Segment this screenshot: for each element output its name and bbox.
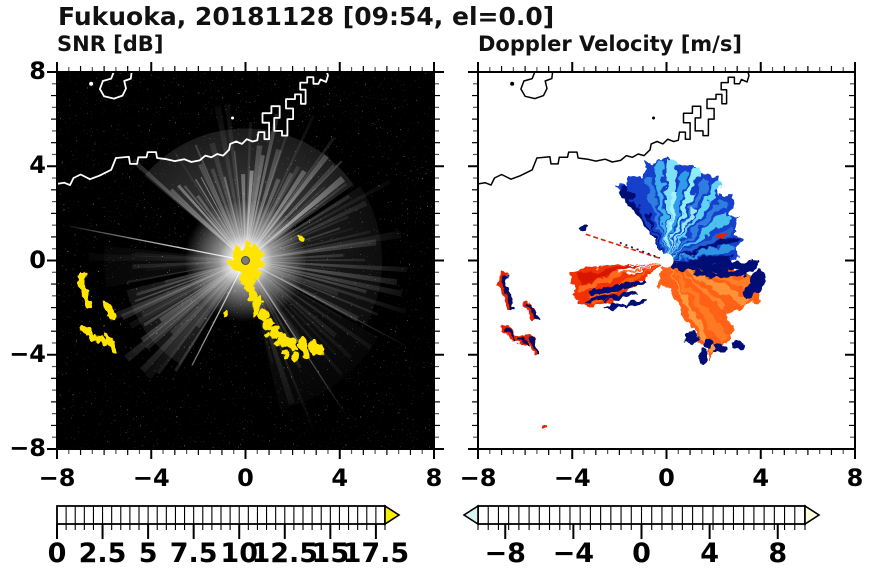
snr-colorbar-label: 12.5 <box>251 538 319 569</box>
doppler-colorbar-label: 4 <box>700 538 720 569</box>
snr-hard-target-echoes <box>77 235 325 363</box>
doppler-colorbar-label: 0 <box>632 538 651 569</box>
doppler-colorbar-label: −8 <box>484 538 526 569</box>
x-tick-label-doppler: 4 <box>752 464 770 492</box>
snr-colorbar-label: 0 <box>47 538 67 569</box>
snr-radar-site-dot <box>240 255 251 266</box>
doppler-colorbar-label: 8 <box>768 538 788 569</box>
doppler-panel-title: Doppler Velocity [m/s] <box>478 32 742 56</box>
axis-ticks <box>47 62 444 459</box>
snr-colorbar-label: 7.5 <box>169 538 218 569</box>
y-tick-label: 0 <box>29 245 46 274</box>
y-tick-label: −8 <box>9 434 46 462</box>
doppler-radar-site-dot <box>659 253 674 268</box>
colorbar-over-arrow <box>804 504 821 526</box>
colorbar-under-arrow <box>462 504 479 526</box>
snr-colorbar <box>56 504 401 539</box>
x-tick-label-snr: 4 <box>331 464 349 492</box>
doppler-velocity-fans <box>567 155 760 358</box>
doppler-island-echoes <box>498 270 540 355</box>
figure-title: Fukuoka, 20181128 [09:54, el=0.0] <box>58 2 555 31</box>
snr-colorbar-label: 15 <box>311 538 350 569</box>
coastline-doppler <box>478 72 750 186</box>
snr-colorbar-label: 5 <box>138 538 158 569</box>
snr-colorbar-label: 17.5 <box>342 538 410 569</box>
doppler-colorbar <box>462 504 821 539</box>
x-tick-label-snr: 0 <box>237 464 254 492</box>
y-tick-label: 4 <box>29 151 46 180</box>
snr-colorbar-label: 10 <box>220 538 258 569</box>
axis-ticks <box>468 62 856 459</box>
x-tick-label-snr: −4 <box>132 464 170 492</box>
doppler-folded-specks <box>541 224 765 430</box>
coastline-snr <box>57 72 329 186</box>
x-tick-label-snr: 8 <box>425 464 443 492</box>
x-tick-label-doppler: 8 <box>846 464 864 492</box>
snr-panel-title: SNR [dB] <box>57 32 164 56</box>
x-tick-label-doppler: −8 <box>459 464 497 492</box>
x-tick-label-doppler: 0 <box>658 464 675 492</box>
doppler-thin-ray <box>585 233 667 262</box>
x-tick-label-doppler: −4 <box>553 464 591 492</box>
colorbar-over-arrow <box>384 504 401 526</box>
x-tick-label-snr: −8 <box>38 464 76 492</box>
doppler-panel <box>478 72 855 449</box>
snr-colorbar-label: 2.5 <box>78 538 127 569</box>
y-tick-label: 8 <box>29 57 46 85</box>
snr-panel <box>57 72 434 449</box>
doppler-colorbar-label: −4 <box>552 538 595 569</box>
y-tick-label: −4 <box>9 339 46 368</box>
